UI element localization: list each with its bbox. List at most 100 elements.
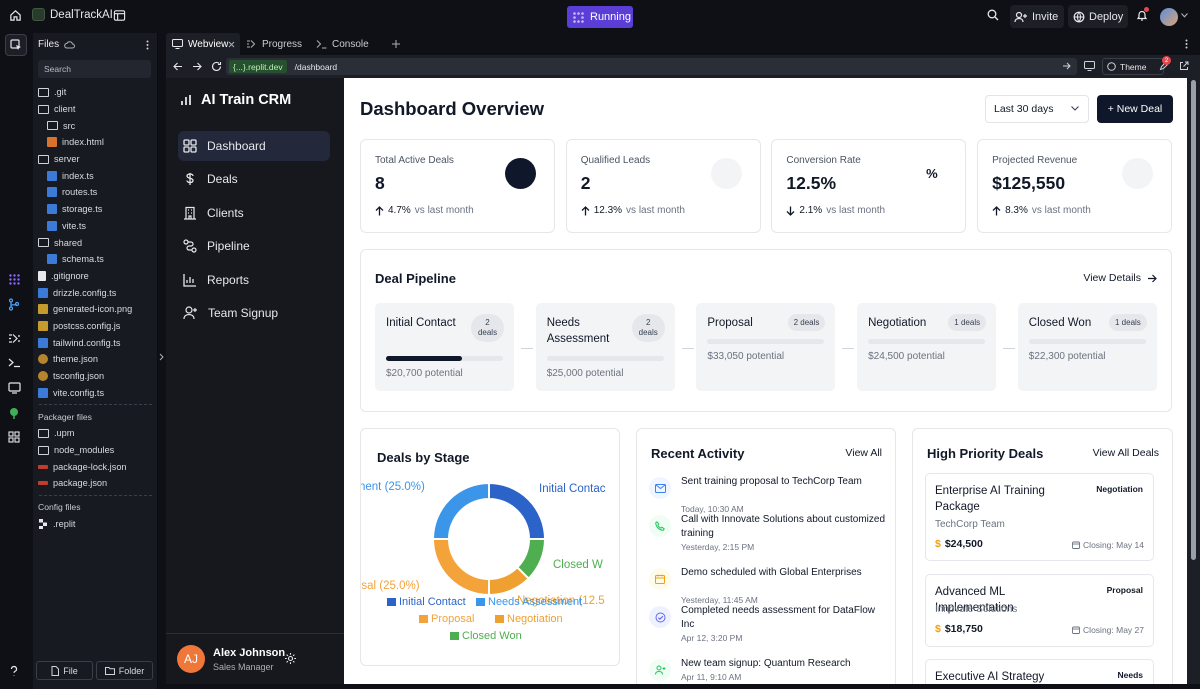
nav-item-reports[interactable]: Reports bbox=[178, 265, 330, 295]
app-brand[interactable]: AI Train CRM bbox=[180, 92, 291, 108]
git-branch-icon[interactable] bbox=[8, 298, 20, 311]
file-tree-item[interactable]: generated-icon.png bbox=[33, 301, 158, 318]
file-tree-item[interactable]: package-lock.json bbox=[33, 458, 158, 475]
apps-icon[interactable] bbox=[8, 273, 21, 286]
legend-label: Negotiation bbox=[507, 613, 563, 625]
bell-icon[interactable] bbox=[1136, 7, 1149, 22]
file-tree-item[interactable]: node_modules bbox=[33, 442, 158, 459]
view-all-deals-link[interactable]: View All Deals bbox=[1092, 447, 1159, 459]
legend-item[interactable]: Initial Contact bbox=[387, 596, 466, 608]
legend-item[interactable]: Closed Won bbox=[450, 630, 522, 642]
close-icon[interactable] bbox=[228, 41, 235, 48]
scrollbar-thumb[interactable] bbox=[1191, 80, 1196, 560]
nav-item-pipeline[interactable]: Pipeline bbox=[178, 231, 330, 261]
user-avatar[interactable]: AJ bbox=[177, 645, 205, 673]
legend-item[interactable]: Proposal bbox=[419, 613, 474, 625]
date-range-select[interactable]: Last 30 days bbox=[985, 95, 1089, 123]
file-tree-item[interactable]: schema.ts bbox=[33, 251, 158, 268]
file-tree-item[interactable]: postcss.config.js bbox=[33, 318, 158, 335]
refresh-icon[interactable] bbox=[211, 61, 222, 72]
panel-resize-handle[interactable] bbox=[158, 33, 166, 689]
file-tree-item[interactable]: index.ts bbox=[33, 167, 158, 184]
webview-scrollbar[interactable] bbox=[1187, 78, 1200, 684]
webview-icon[interactable] bbox=[8, 382, 21, 394]
arrow-right-icon[interactable] bbox=[1062, 62, 1071, 70]
file-tree-item[interactable]: .gitignore bbox=[33, 268, 158, 285]
help-icon[interactable] bbox=[8, 665, 20, 677]
file-tree-item[interactable]: vite.config.ts bbox=[33, 384, 158, 401]
pipeline-stage[interactable]: Closed Won 1 deals $22,300 potential bbox=[1017, 303, 1157, 391]
theme-button[interactable]: Theme bbox=[1102, 58, 1164, 75]
nav-item-clients[interactable]: Clients bbox=[178, 198, 330, 228]
divider bbox=[39, 404, 152, 406]
file-tree-item[interactable]: tsconfig.json bbox=[33, 368, 158, 385]
arrow-left-icon[interactable] bbox=[173, 62, 183, 71]
tree-icon[interactable] bbox=[8, 407, 20, 420]
donut-slice-initial-contact[interactable] bbox=[488, 481, 547, 540]
file-tree-item[interactable]: .upm bbox=[33, 425, 158, 442]
kebab-menu-icon[interactable] bbox=[1185, 39, 1188, 49]
nav-item-dashboard[interactable]: Dashboard bbox=[178, 131, 330, 161]
file-tree-item[interactable]: .git bbox=[33, 84, 158, 101]
donut-slice-proposal[interactable] bbox=[431, 538, 490, 597]
devtools-icon[interactable] bbox=[1084, 61, 1095, 71]
new-deal-button[interactable]: + New Deal bbox=[1097, 95, 1173, 123]
legend-item[interactable]: Negotiation bbox=[495, 613, 563, 625]
tab-progress[interactable]: Progress bbox=[240, 33, 310, 55]
donut-slice-needs-assessment[interactable] bbox=[431, 481, 490, 540]
external-link-icon[interactable] bbox=[1179, 61, 1189, 71]
file-tree-item[interactable]: shared bbox=[33, 234, 158, 251]
gear-icon[interactable] bbox=[284, 652, 297, 665]
file-tree-item[interactable]: package.json bbox=[33, 475, 158, 492]
arrow-right-icon[interactable] bbox=[192, 62, 202, 71]
view-all-activity-link[interactable]: View All bbox=[845, 447, 882, 459]
chevron-down-icon[interactable] bbox=[1181, 13, 1188, 18]
home-icon[interactable] bbox=[9, 9, 22, 22]
chevron-right-icon[interactable] bbox=[159, 353, 164, 361]
file-tree-item[interactable]: storage.ts bbox=[33, 201, 158, 218]
running-button[interactable]: Running bbox=[567, 6, 633, 28]
pipeline-stage[interactable]: Negotiation 1 deals $24,500 potential bbox=[857, 303, 997, 391]
repl-name-label: DealTrackAI bbox=[50, 8, 113, 21]
kebab-menu-icon[interactable] bbox=[146, 40, 149, 50]
repl-name[interactable]: DealTrackAI bbox=[32, 8, 113, 21]
file-tree-item[interactable]: routes.ts bbox=[33, 184, 158, 201]
pipeline-stage[interactable]: Needs Assessment 2 deals $25,000 potential bbox=[535, 303, 675, 391]
legend-item[interactable]: Needs Assessment bbox=[476, 596, 582, 608]
avatar[interactable] bbox=[1160, 8, 1178, 26]
deploy-button[interactable]: Deploy bbox=[1068, 5, 1128, 28]
files-search-input[interactable]: Search bbox=[38, 60, 151, 78]
file-tree-item[interactable]: drizzle.config.ts bbox=[33, 284, 158, 301]
url-host: {...}.replit.dev bbox=[229, 60, 287, 73]
tab-console[interactable]: Console bbox=[310, 33, 386, 55]
file-tree-item[interactable]: src bbox=[33, 117, 158, 134]
add-tab-button[interactable] bbox=[386, 33, 410, 55]
donut-slice-negotiation[interactable] bbox=[488, 565, 531, 597]
invite-button[interactable]: Invite bbox=[1010, 5, 1064, 28]
priority-deal-card[interactable]: Advanced ML Implementation Proposal Innova… bbox=[925, 574, 1154, 647]
grid-tools-icon[interactable] bbox=[8, 431, 20, 443]
file-tree-item[interactable]: vite.ts bbox=[33, 218, 158, 235]
tab-webview[interactable]: Webview bbox=[166, 33, 240, 55]
file-tree-item[interactable]: .replit bbox=[33, 516, 158, 533]
url-input[interactable]: {...}.replit.dev /dashboard bbox=[226, 58, 1077, 75]
pipeline-stage[interactable]: Proposal 2 deals $33,050 potential bbox=[696, 303, 836, 391]
new-folder-button[interactable]: Folder bbox=[96, 661, 153, 680]
file-tree-item[interactable]: client bbox=[33, 101, 158, 118]
pipeline-stage[interactable]: Initial Contact 2 deals $20,700 potential bbox=[375, 303, 514, 391]
priority-deal-card[interactable]: Executive AI Strategy Needs bbox=[925, 659, 1154, 684]
file-tree-item[interactable]: tailwind.config.ts bbox=[33, 334, 158, 351]
file-tree-item[interactable]: server bbox=[33, 151, 158, 168]
search-icon[interactable] bbox=[987, 9, 999, 21]
priority-deal-card[interactable]: Enterprise AI Training Package Negotiatio… bbox=[925, 473, 1154, 561]
file-tree-item[interactable]: index.html bbox=[33, 134, 158, 151]
nav-item-team-signup[interactable]: Team Signup bbox=[178, 298, 330, 328]
file-tree-item[interactable]: theme.json bbox=[33, 351, 158, 368]
layout-icon[interactable] bbox=[113, 9, 126, 22]
agent-icon[interactable] bbox=[8, 333, 21, 344]
shell-icon[interactable] bbox=[8, 357, 21, 368]
nav-item-deals[interactable]: Deals bbox=[178, 164, 330, 194]
view-details-link[interactable]: View Details bbox=[1083, 272, 1157, 284]
files-tool-icon[interactable] bbox=[5, 34, 27, 56]
new-file-button[interactable]: File bbox=[36, 661, 93, 680]
